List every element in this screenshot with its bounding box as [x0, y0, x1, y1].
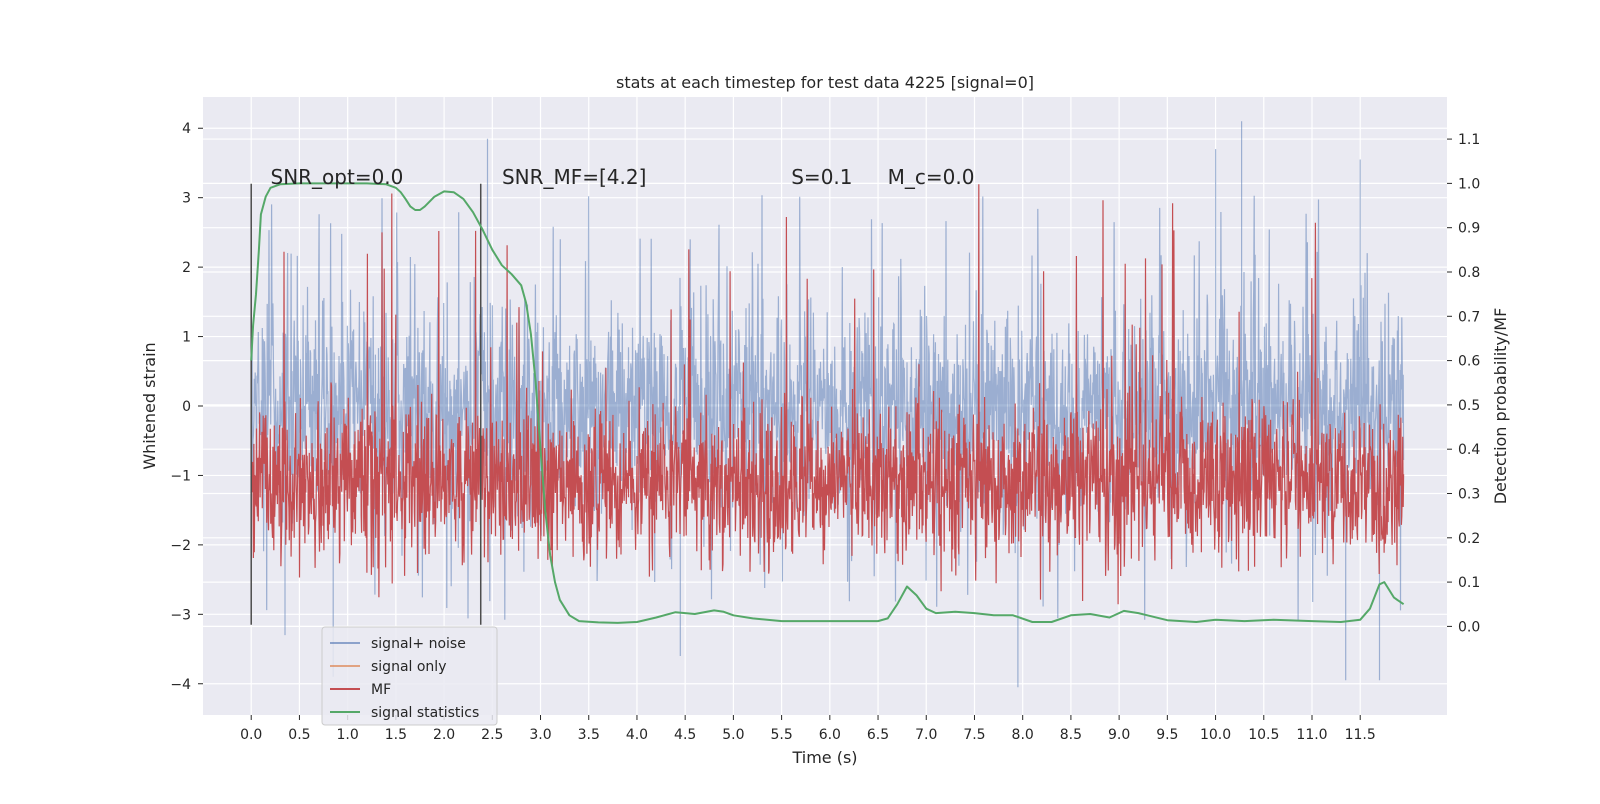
y-right-tick-label: 0.7	[1458, 309, 1480, 325]
y-tick-label: 1	[182, 330, 191, 346]
x-tick-label: 1.0	[337, 727, 359, 743]
annotation-2: S=0.1	[791, 165, 852, 189]
y-tick-label: 3	[182, 191, 191, 207]
x-tick-label: 5.5	[770, 727, 792, 743]
y-tick-label: 0	[182, 399, 191, 415]
x-tick-label: 4.5	[674, 727, 696, 743]
legend-label: MF	[371, 682, 391, 698]
x-tick-label: 10.5	[1248, 727, 1279, 743]
mf-line	[250, 184, 1405, 605]
y-axis-label: Whitened strain	[140, 342, 159, 469]
y-tick-label: −4	[170, 677, 191, 693]
y-right-tick-label: 0.6	[1458, 354, 1480, 370]
x-tick-label: 7.5	[963, 727, 985, 743]
y-right-tick-label: 0.3	[1458, 486, 1480, 502]
y-right-tick-label: 0.4	[1458, 442, 1480, 458]
x-tick-label: 2.5	[481, 727, 503, 743]
x-axis-ticks: 0.0 0.5 1.0 1.5 2.0 2.5 3.0 3.5 4.0 4.5 5.0 5.5 6.0 6…	[240, 715, 1376, 743]
x-tick-label: 8.0	[1012, 727, 1034, 743]
annotation-1: SNR_MF=[4.2]	[502, 165, 646, 189]
series-mf	[250, 184, 1405, 605]
x-tick-label: 3.5	[578, 727, 600, 743]
y-tick-label: 4	[182, 121, 191, 137]
y-right-tick-label: 0.1	[1458, 575, 1480, 591]
y-axis-right-ticks: 1.1 1.0 0.9 0.8 0.7 0.6 0.5 0.4 0.3 0.2 0.1 0.0	[1447, 132, 1480, 635]
x-tick-label: 11.0	[1296, 727, 1327, 743]
y-right-tick-label: 0.8	[1458, 265, 1480, 281]
y-right-tick-label: 0.9	[1458, 221, 1480, 237]
y-right-tick-label: 0.0	[1458, 619, 1480, 635]
x-tick-label: 4.0	[626, 727, 648, 743]
x-tick-label: 10.0	[1200, 727, 1231, 743]
x-tick-label: 9.0	[1108, 727, 1130, 743]
y-right-tick-label: 0.2	[1458, 531, 1480, 547]
legend-label: signal+ noise	[371, 636, 466, 652]
legend-label: signal statistics	[371, 705, 479, 721]
x-tick-label: 0.5	[288, 727, 310, 743]
x-tick-label: 0.0	[240, 727, 262, 743]
x-tick-label: 6.5	[867, 727, 889, 743]
y-right-tick-label: 0.5	[1458, 398, 1480, 414]
y-right-tick-label: 1.0	[1458, 176, 1480, 192]
y-axis-ticks: 4 3 2 1 0 −1 −2 −3 −4	[170, 121, 203, 693]
x-tick-label: 7.0	[915, 727, 937, 743]
x-tick-label: 1.5	[385, 727, 407, 743]
x-tick-label: 11.5	[1345, 727, 1376, 743]
x-tick-label: 2.0	[433, 727, 455, 743]
y-right-tick-label: 1.1	[1458, 132, 1480, 148]
y-tick-label: −2	[170, 538, 191, 554]
y-tick-label: 2	[182, 260, 191, 276]
x-tick-label: 5.0	[722, 727, 744, 743]
x-tick-label: 6.0	[819, 727, 841, 743]
legend-box	[321, 626, 498, 726]
series-signal-statistics	[250, 182, 1405, 624]
chart-title: stats at each timestep for test data 422…	[616, 73, 1034, 92]
annotations: SNR_opt=0.0 SNR_MF=[4.2] S=0.1 M_c=0.0	[271, 165, 975, 189]
legend-label: signal only	[371, 659, 446, 675]
annotation-0: SNR_opt=0.0	[271, 165, 404, 189]
x-tick-label: 8.5	[1060, 727, 1082, 743]
x-tick-label: 3.0	[529, 727, 551, 743]
y-tick-label: −3	[170, 607, 191, 623]
legend: signal+ noise signal only MF signal statist…	[321, 626, 498, 726]
x-tick-label: 9.5	[1156, 727, 1178, 743]
y-tick-label: −1	[170, 468, 191, 484]
x-axis-label: Time (s)	[791, 748, 857, 767]
annotation-3: M_c=0.0	[888, 165, 975, 189]
y-axis-right-label: Detection probability/MF	[1491, 308, 1510, 505]
signal-statistics-line	[250, 182, 1405, 624]
vertical-markers	[250, 183, 482, 625]
